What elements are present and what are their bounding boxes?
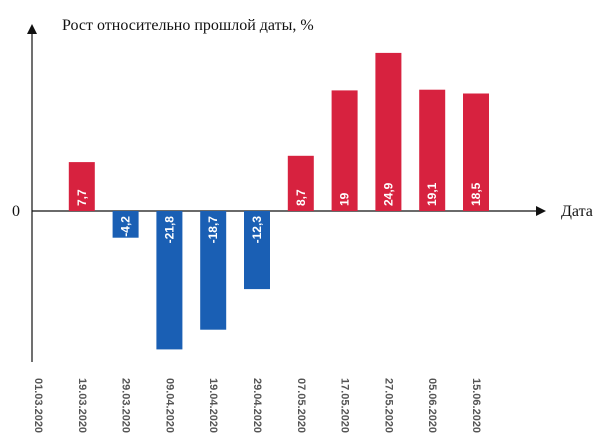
bar-value-label: -21,8 [162, 216, 176, 244]
x-tick-label: 05.06.2020 [426, 378, 438, 433]
x-axis-title: Дата [561, 203, 593, 220]
x-tick-label: 19.03.2020 [76, 378, 88, 433]
x-tick-label: 19.04.2020 [207, 378, 219, 433]
x-tick-label: 09.04.2020 [163, 378, 175, 433]
x-tick-label: 17.05.2020 [339, 378, 351, 433]
bar-17.05.2020 [331, 90, 358, 211]
bar-09.04.2020 [156, 211, 183, 350]
bar-value-label: 18,5 [469, 182, 483, 206]
x-tick-labels: 01.03.2020 19.03.2020 29.03.2020 09.04.2020… [32, 378, 482, 433]
bar-05.06.2020 [419, 89, 446, 211]
y-axis-arrow [27, 24, 37, 34]
x-tick-label: 15.06.2020 [470, 378, 482, 433]
bar-07.05.2020 [287, 155, 314, 211]
bar-19.03.2020 [68, 162, 95, 211]
bar-value-label: 19 [338, 192, 352, 206]
x-tick-label: 29.04.2020 [251, 378, 263, 433]
x-tick-label: 07.05.2020 [295, 378, 307, 433]
bar-value-label: -18,7 [206, 216, 220, 244]
bar-value-label: -12,3 [250, 216, 264, 244]
bar-value-label: 19,1 [425, 182, 439, 206]
bar-29.04.2020 [244, 211, 270, 290]
bar-value-label: 8,7 [294, 189, 308, 206]
zero-tick-label: 0 [12, 203, 20, 220]
x-tick-label: 01.03.2020 [32, 378, 44, 433]
bar-27.05.2020 [375, 52, 402, 212]
x-tick-label: 27.05.2020 [382, 378, 394, 433]
bars-group: 7,7 -4,2 -21,8 -18,7 -12,3 8,7 19 24,9 19,1 18,5 [68, 52, 489, 350]
x-axis-arrow [536, 206, 546, 216]
bar-15.06.2020 [463, 93, 489, 211]
bar-29.03.2020 [112, 211, 139, 238]
bar-value-label: 7,7 [75, 189, 89, 206]
bar-value-label: -4,2 [119, 216, 133, 237]
y-axis-title: Рост относительно прошлой даты, % [62, 17, 314, 34]
bar-19.04.2020 [200, 211, 227, 330]
x-tick-label: 29.03.2020 [120, 378, 132, 433]
bar-value-label: 24,9 [381, 182, 395, 206]
